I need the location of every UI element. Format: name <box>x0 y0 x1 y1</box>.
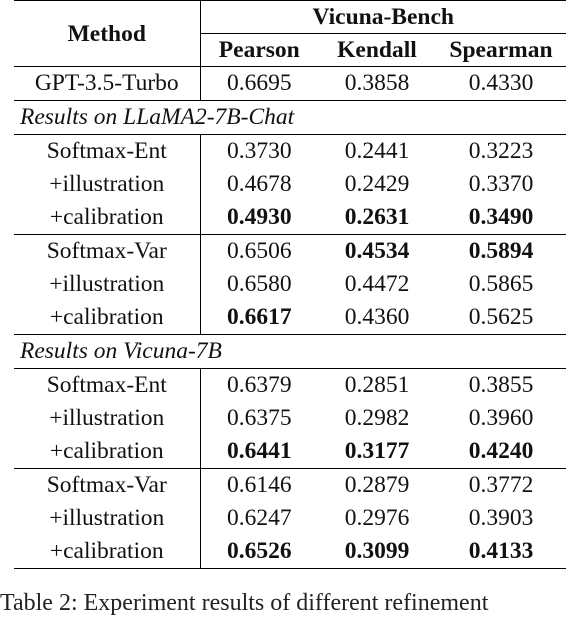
method-cell: +calibration <box>14 201 201 235</box>
table-caption: Table 2: Experiment results of different… <box>0 590 489 616</box>
method-cell: Softmax-Ent <box>14 368 201 402</box>
spearman-cell: 0.5894 <box>436 234 567 268</box>
section-title: Results on Vicuna-7B <box>14 334 567 369</box>
kendall-header: Kendall <box>318 33 436 67</box>
kendall-cell: 0.2879 <box>318 468 436 502</box>
method-cell: Softmax-Var <box>14 468 201 502</box>
method-cell: Softmax-Var <box>14 234 201 268</box>
spearman-cell: 0.4240 <box>468 438 534 464</box>
kendall-cell: 0.3099 <box>318 535 436 569</box>
spearman-cell: 0.3490 <box>468 204 534 230</box>
table-row: +calibration 0.6526 0.3099 0.4133 <box>14 535 567 569</box>
method-cell: +calibration <box>14 535 201 569</box>
kendall-cell: 0.2976 <box>344 505 410 531</box>
method-cell: +calibration <box>14 435 201 469</box>
benchmark-header: Vicuna-Bench <box>200 0 567 34</box>
header-row-1: Method Vicuna-Bench <box>14 0 567 67</box>
pearson-cell: 0.3730 <box>200 134 318 168</box>
kendall-cell: 0.2982 <box>344 405 410 431</box>
pearson-header: Pearson <box>200 33 318 67</box>
pearson-cell: 0.6506 <box>200 234 318 268</box>
method-cell: Softmax-Ent <box>14 134 201 168</box>
pearson-cell: 0.6379 <box>200 368 318 402</box>
spearman-cell: 0.5625 <box>468 304 534 330</box>
table-row: +calibration 0.4930 0.2631 0.3490 <box>14 201 566 235</box>
method-cell: +illustration <box>14 402 201 435</box>
method-header: Method <box>14 0 201 67</box>
pearson-cell: 0.6526 <box>200 535 318 569</box>
results-table: Method Vicuna-Bench Pearson Kendall Spea… <box>14 0 567 569</box>
table-row: +calibration 0.6441 0.3177 0.4240 <box>14 435 566 469</box>
baseline-kendall: 0.3858 <box>344 70 410 96</box>
method-cell: +calibration <box>14 301 201 335</box>
pearson-cell: 0.6580 <box>226 271 292 297</box>
pearson-cell: 0.6247 <box>226 505 292 531</box>
method-cell: +illustration <box>14 168 201 201</box>
spearman-cell: 0.3223 <box>436 134 567 168</box>
kendall-cell: 0.3177 <box>344 438 410 464</box>
table-row: +illustration 0.6580 0.4472 0.5865 <box>14 268 566 301</box>
spearman-header: Spearman <box>436 33 567 67</box>
spearman-cell: 0.3855 <box>436 368 567 402</box>
method-cell: +illustration <box>14 268 201 301</box>
pearson-cell: 0.6441 <box>226 438 292 464</box>
table-row: +illustration 0.6375 0.2982 0.3960 <box>14 402 566 435</box>
pearson-cell: 0.4678 <box>226 171 292 197</box>
kendall-cell: 0.4360 <box>344 304 410 330</box>
section-title: Results on LLaMA2-7B-Chat <box>14 100 567 135</box>
table-row: +illustration 0.4678 0.2429 0.3370 <box>14 168 566 201</box>
kendall-cell: 0.2631 <box>344 204 410 230</box>
pearson-cell: 0.4930 <box>226 204 292 230</box>
method-cell: +illustration <box>14 502 201 535</box>
header-row-2: Pearson Kendall Spearman <box>14 33 567 67</box>
section-header-row: Results on LLaMA2-7B-Chat <box>14 100 567 135</box>
pearson-cell: 0.6375 <box>226 405 292 431</box>
baseline-pearson: 0.6695 <box>226 70 292 96</box>
section-header-row: Results on Vicuna-7B <box>14 334 567 369</box>
kendall-cell: 0.2429 <box>344 171 410 197</box>
kendall-cell: 0.4472 <box>344 271 410 297</box>
spearman-cell: 0.3960 <box>468 405 534 431</box>
table-body: GPT-3.5-Turbo 0.6695 0.3858 0.4330 Resul… <box>14 66 567 569</box>
spearman-cell: 0.5865 <box>468 271 534 297</box>
baseline-row: GPT-3.5-Turbo 0.6695 0.3858 0.4330 <box>14 66 566 101</box>
table-row: Softmax-Ent 0.6379 0.2851 0.3855 <box>14 368 567 402</box>
pearson-cell: 0.6617 <box>226 304 292 330</box>
baseline-spearman: 0.4330 <box>468 70 534 96</box>
results-table-container: Method Vicuna-Bench Pearson Kendall Spea… <box>14 0 567 569</box>
spearman-cell: 0.4133 <box>436 535 567 569</box>
table-row: +calibration 0.6617 0.4360 0.5625 <box>14 301 566 335</box>
baseline-method: GPT-3.5-Turbo <box>14 66 201 101</box>
table-row: Softmax-Var 0.6146 0.2879 0.3772 <box>14 468 567 502</box>
table-row: Softmax-Ent 0.3730 0.2441 0.3223 <box>14 134 567 168</box>
table-row: Softmax-Var 0.6506 0.4534 0.5894 <box>14 234 567 268</box>
spearman-cell: 0.3903 <box>468 505 534 531</box>
spearman-cell: 0.3772 <box>436 468 567 502</box>
table-row: +illustration 0.6247 0.2976 0.3903 <box>14 502 566 535</box>
pearson-cell: 0.6146 <box>200 468 318 502</box>
kendall-cell: 0.4534 <box>318 234 436 268</box>
spearman-cell: 0.3370 <box>468 171 534 197</box>
kendall-cell: 0.2851 <box>318 368 436 402</box>
kendall-cell: 0.2441 <box>318 134 436 168</box>
